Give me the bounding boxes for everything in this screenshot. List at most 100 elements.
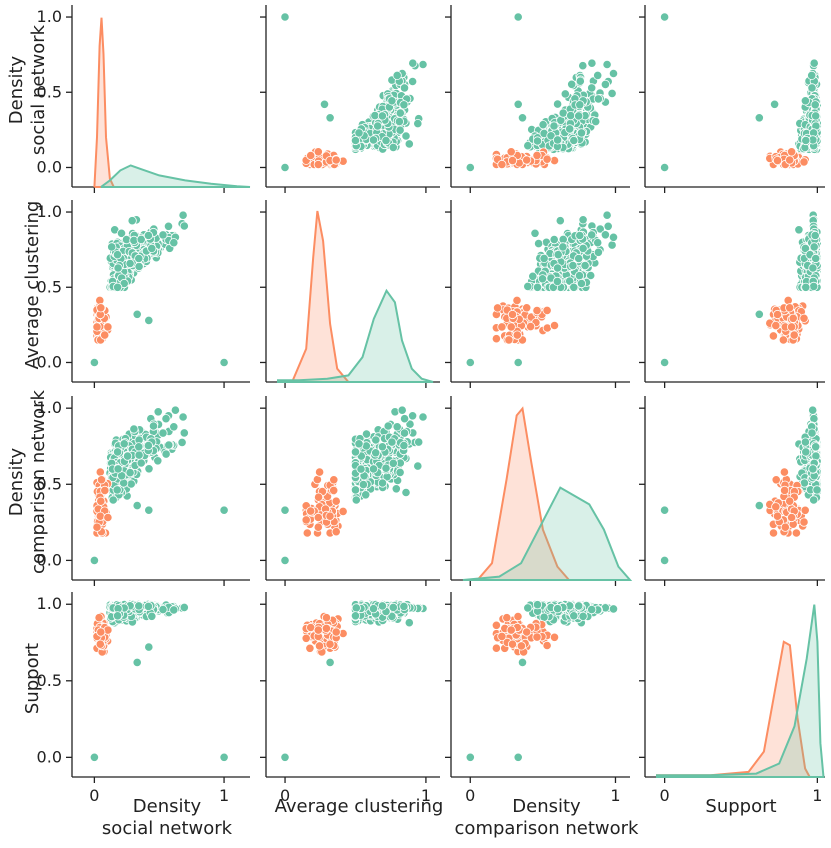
point-green [418,59,428,70]
point-green [381,136,391,146]
point-green [549,121,559,131]
kde-group-green [100,164,251,188]
point-green [113,447,123,457]
point-orange [312,474,322,485]
point-green [148,421,159,431]
point-green [377,442,387,452]
point-green [413,461,423,471]
point-green [143,230,153,241]
point-green [127,216,137,226]
point-orange [506,322,516,332]
point-green [169,238,179,248]
point-green [153,407,163,417]
point-green [123,451,133,461]
point-orange [331,496,341,506]
point-orange [549,156,560,166]
point-orange [512,330,522,340]
point-green [600,79,611,90]
point-green [134,261,144,272]
point-orange [788,313,798,323]
point-green [414,437,424,447]
point-green [811,253,821,264]
point-green [395,108,405,118]
point-green [607,88,617,99]
point-green [418,412,428,422]
point-green [538,120,548,130]
panel-r1-c1 [260,200,440,388]
y-tick-label: 0.0 [37,157,62,176]
point-orange [768,331,779,341]
point-orange [786,322,797,332]
point-orange [771,502,781,512]
point-green [179,428,189,438]
panel-r0-c1 [260,5,440,193]
point-green [113,282,123,292]
point-green [388,142,398,152]
point-orange [103,322,113,332]
point-orange [96,303,106,313]
point-green [575,100,585,110]
point-orange [771,320,781,331]
point-green [387,437,397,447]
panel-r3-c0: 0.00.51.00 1 [37,592,250,805]
point-green [517,113,528,123]
point-green [395,125,405,135]
point-green [112,250,123,260]
point-green [356,464,366,474]
point-green [560,89,570,99]
point-orange [785,155,795,165]
point-orange [338,506,348,516]
point-green [809,495,819,505]
point-green [394,117,404,127]
point-green [567,79,577,89]
point-green [801,135,811,146]
point-green [163,221,174,231]
point-outlier [659,357,670,368]
point-green [368,135,379,145]
point-orange [780,522,790,532]
point-green [134,450,144,460]
point-green [809,58,819,68]
point-green [794,225,804,235]
point-outlier [89,555,100,566]
point-outlier [465,357,475,368]
kde-group-green [462,486,633,581]
point-green [381,463,391,473]
panel-r2-c2 [445,396,633,586]
point-green [532,282,543,292]
point-green [587,230,597,240]
point-orange [507,309,518,320]
point-green [552,276,563,286]
point-green [574,253,584,264]
point-orange [96,475,107,485]
point-green [164,440,174,450]
point-green [810,100,820,110]
kde-group-orange [93,17,115,188]
point-orange [100,330,110,340]
x-tick-label: 0 [89,786,99,805]
y-tick-label: 1.0 [37,7,62,26]
point-green [107,242,117,252]
point-green [401,131,411,141]
point-green [371,448,381,458]
point-green [399,428,410,438]
panel-r2-c3 [639,396,825,586]
point-green [377,111,387,121]
point-green [603,221,613,231]
point-orange [329,485,339,495]
point-green [113,263,123,273]
point-green [553,250,563,260]
point-green [602,210,612,220]
point-orange [497,322,507,332]
point-green [404,139,414,149]
point-green [593,247,604,257]
y-tick-label: 0.5 [37,82,62,101]
panel-r1-c2 [445,200,630,388]
point-green [361,490,371,500]
point-green [144,505,154,515]
point-green [532,136,543,146]
point-outlier [280,555,290,566]
point-orange [772,511,783,521]
point-green [108,495,118,505]
